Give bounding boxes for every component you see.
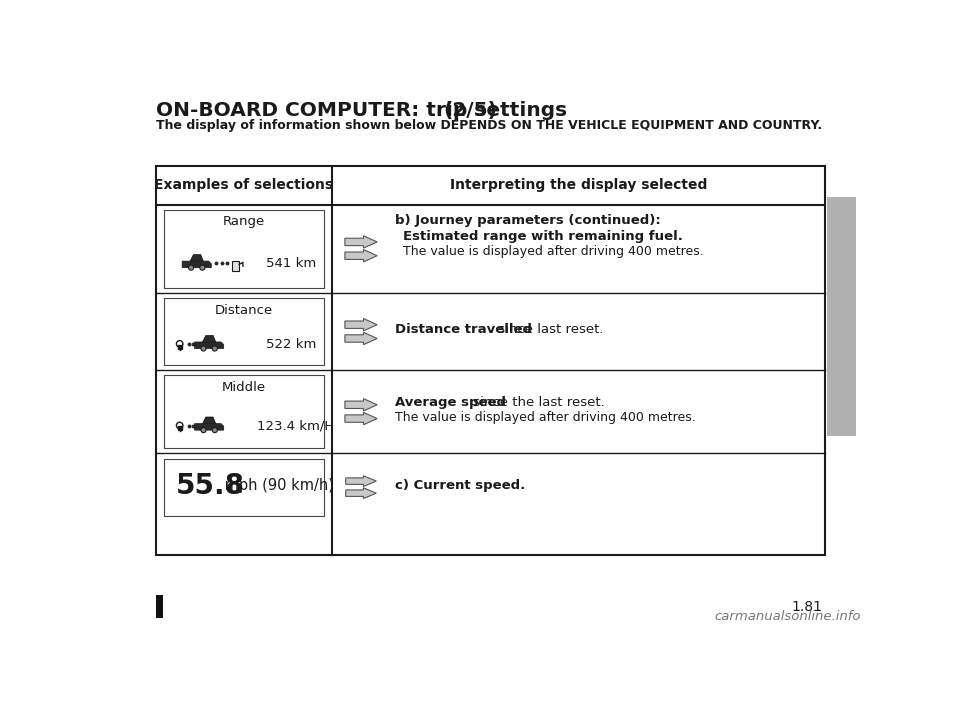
- Text: Examples of selections: Examples of selections: [155, 178, 333, 192]
- Bar: [827, 197, 856, 435]
- Polygon shape: [345, 413, 377, 425]
- Text: (2/5): (2/5): [444, 101, 497, 119]
- Text: Distance travelled: Distance travelled: [396, 323, 532, 336]
- Polygon shape: [203, 335, 216, 342]
- Polygon shape: [346, 488, 376, 498]
- Circle shape: [190, 266, 192, 269]
- Circle shape: [213, 429, 216, 432]
- Bar: [164, 210, 324, 288]
- Bar: [164, 376, 324, 448]
- Text: Range: Range: [223, 215, 265, 229]
- Polygon shape: [190, 254, 204, 261]
- Text: since the last reset.: since the last reset.: [468, 396, 605, 409]
- Circle shape: [212, 346, 217, 351]
- Circle shape: [212, 428, 217, 432]
- Text: 541 km: 541 km: [266, 257, 317, 271]
- Polygon shape: [345, 249, 377, 262]
- Bar: [156, 166, 826, 555]
- Text: Distance: Distance: [215, 304, 274, 317]
- Polygon shape: [345, 236, 377, 248]
- Text: mph (90 km/h): mph (90 km/h): [220, 478, 334, 493]
- Text: ON-BOARD COMPUTER: trip settings: ON-BOARD COMPUTER: trip settings: [156, 101, 574, 119]
- Bar: [164, 298, 324, 365]
- Text: 1.81: 1.81: [792, 600, 823, 614]
- Text: Interpreting the display selected: Interpreting the display selected: [449, 178, 708, 192]
- Polygon shape: [182, 261, 211, 268]
- Text: The value is displayed after driving 400 metres.: The value is displayed after driving 400…: [396, 411, 696, 425]
- Circle shape: [189, 266, 194, 270]
- Text: Average speed: Average speed: [396, 396, 506, 409]
- Bar: [156, 595, 163, 618]
- Circle shape: [201, 346, 205, 351]
- Circle shape: [200, 266, 204, 270]
- Bar: [231, 261, 239, 271]
- Text: Estimated range with remaining fuel.: Estimated range with remaining fuel.: [403, 230, 683, 243]
- Circle shape: [201, 266, 204, 269]
- Bar: [164, 459, 324, 515]
- Polygon shape: [203, 417, 216, 424]
- Polygon shape: [195, 342, 224, 349]
- Text: carmanualsonline.info: carmanualsonline.info: [714, 610, 861, 623]
- Circle shape: [203, 429, 204, 432]
- Text: 55.8: 55.8: [176, 471, 245, 500]
- Circle shape: [203, 347, 204, 350]
- Circle shape: [201, 428, 205, 432]
- Polygon shape: [346, 476, 376, 486]
- Text: Middle: Middle: [222, 381, 266, 394]
- Polygon shape: [345, 398, 377, 411]
- Text: b) Journey parameters (continued):: b) Journey parameters (continued):: [396, 214, 660, 226]
- Text: since last reset.: since last reset.: [493, 323, 603, 336]
- Text: 123.4 km/H: 123.4 km/H: [256, 420, 334, 433]
- Polygon shape: [345, 319, 377, 331]
- Text: 522 km: 522 km: [266, 338, 317, 351]
- Polygon shape: [345, 332, 377, 344]
- Circle shape: [213, 347, 216, 350]
- Polygon shape: [195, 424, 224, 430]
- Text: c) Current speed.: c) Current speed.: [396, 479, 525, 492]
- Text: The display of information shown below DEPENDS ON THE VEHICLE EQUIPMENT AND COUN: The display of information shown below D…: [156, 119, 823, 132]
- Text: The value is displayed after driving 400 metres.: The value is displayed after driving 400…: [403, 244, 704, 258]
